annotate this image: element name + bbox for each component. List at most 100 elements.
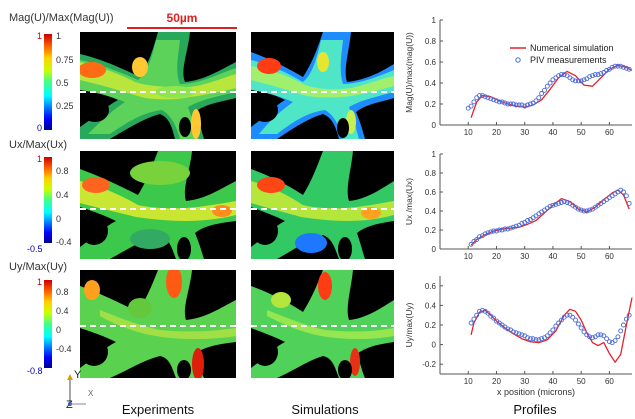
piv-data-point: [626, 312, 632, 318]
piv-data-point: [499, 99, 505, 105]
piv-data-point: [508, 101, 514, 107]
x-tick-label: 30: [520, 128, 529, 135]
piv-data-point: [525, 218, 530, 223]
piv-data-point: [485, 95, 491, 101]
piv-data-point: [558, 200, 564, 205]
piv-data-point: [527, 336, 533, 342]
piv-data-point: [570, 314, 576, 320]
piv-data-point: [519, 102, 525, 108]
piv-data-point: [590, 335, 595, 341]
piv-data-point: [502, 226, 508, 232]
x-tick-label: 50: [577, 128, 586, 135]
piv-data-point: [482, 231, 488, 237]
piv-data-point: [477, 308, 482, 314]
piv-data-point: [575, 206, 581, 212]
piv-data-point: [519, 332, 525, 338]
piv-data-point: [612, 63, 618, 69]
piv-data-point: [544, 333, 550, 339]
piv-data-point: [505, 326, 511, 332]
piv-data-point: [474, 237, 480, 242]
y-tick-label: 0.6: [425, 282, 437, 291]
simulation-series-line: [470, 297, 633, 363]
legend-piv-label: PIV measurements: [530, 55, 607, 65]
piv-data-point: [615, 63, 621, 69]
piv-data-point: [578, 325, 584, 331]
piv-data-point: [522, 103, 528, 109]
piv-data-point: [477, 234, 482, 240]
piv-data-point: [505, 226, 511, 232]
x-tick-label: 40: [548, 377, 557, 386]
profile-plot-ux: 0 0.2 0.4 0.6 0.8 1 10 20 30 40 50 60 Ux /max(Ux): [400, 143, 635, 265]
piv-data-point: [575, 321, 581, 327]
piv-data-point: [547, 203, 553, 209]
x-tick-label: 10: [464, 377, 473, 386]
y-tick-label: 0.6: [425, 188, 437, 197]
colorbar-min-label: 0: [37, 123, 43, 133]
y-tick-label: 0.8: [425, 169, 437, 178]
y-tick-label: 0.4: [425, 207, 437, 216]
profile-plot-magnitude: 0 0.2 0.4 0.6 0.8 1 10 20 30 40 50 60 Mag(U)/max(mag…: [400, 0, 635, 137]
y-tick-label: 1: [432, 150, 437, 159]
colorbar-min-label: -0.8: [27, 366, 43, 376]
piv-data-point: [570, 77, 576, 83]
experiments-label: Experiments: [121, 402, 195, 417]
piv-data-point: [491, 315, 497, 321]
piv-data-point: [623, 193, 629, 199]
x-tick-label: 30: [520, 377, 529, 386]
piv-data-point: [468, 241, 474, 247]
y-tick-label: 0.2: [425, 321, 437, 330]
piv-data-point: [468, 320, 474, 326]
piv-data-point: [615, 334, 621, 340]
x-tick-label: 40: [548, 252, 557, 261]
x-tick-label: 60: [605, 377, 614, 386]
piv-data-point: [536, 337, 542, 343]
piv-data-point: [479, 93, 485, 99]
piv-data-point: [592, 72, 598, 78]
y-tick-label: 0: [432, 245, 437, 254]
colorbar-tick: 0.4: [56, 306, 69, 316]
piv-data-point: [581, 329, 587, 335]
piv-data-point: [626, 66, 632, 72]
piv-data-point: [601, 333, 607, 339]
x-tick-label: 10: [464, 252, 473, 261]
piv-data-point: [533, 337, 539, 343]
piv-data-point: [598, 332, 604, 338]
colorbar-tick: 0.8: [56, 287, 69, 297]
y-axis-label: Ux /max(Ux): [404, 178, 414, 225]
y-tick-label: 0.2: [425, 226, 437, 235]
axes-triad: Y Z X: [66, 369, 94, 411]
y-tick-label: 0: [432, 341, 437, 350]
colorbar-tick: 0: [56, 325, 62, 335]
x-tick-label: 60: [605, 128, 614, 135]
simulation-series-line: [470, 189, 630, 246]
piv-data-point: [556, 320, 562, 326]
piv-data-point: [536, 95, 542, 101]
piv-data-point: [491, 228, 497, 234]
piv-data-point: [623, 316, 629, 322]
piv-data-point: [604, 336, 610, 342]
y-tick-label: 0.2: [425, 100, 437, 109]
y-tick-label: 0.4: [425, 79, 437, 88]
piv-data-point: [539, 336, 545, 342]
piv-data-point: [477, 93, 482, 99]
experiment-uy-map: [80, 270, 236, 378]
piv-data-point: [561, 72, 567, 78]
piv-data-point: [587, 74, 593, 80]
piv-data-point: [604, 67, 610, 73]
piv-data-point: [581, 77, 587, 83]
y-axis-arrowhead: [67, 374, 73, 380]
piv-data-point: [502, 100, 508, 106]
piv-data-point: [578, 207, 584, 213]
piv-data-point: [494, 228, 499, 234]
piv-data-point: [587, 207, 593, 213]
piv-data-point: [626, 200, 632, 206]
piv-data-point: [488, 229, 494, 235]
piv-data-point: [496, 227, 502, 233]
piv-data-point: [556, 73, 562, 79]
piv-data-point: [621, 189, 626, 195]
y-axis-label: Uy/max(Uy): [404, 302, 414, 347]
piv-data-point: [621, 64, 626, 70]
y-tick-label: 0.6: [425, 58, 437, 67]
y-tick-label: 0.4: [425, 301, 437, 310]
piv-data-point: [587, 334, 593, 340]
